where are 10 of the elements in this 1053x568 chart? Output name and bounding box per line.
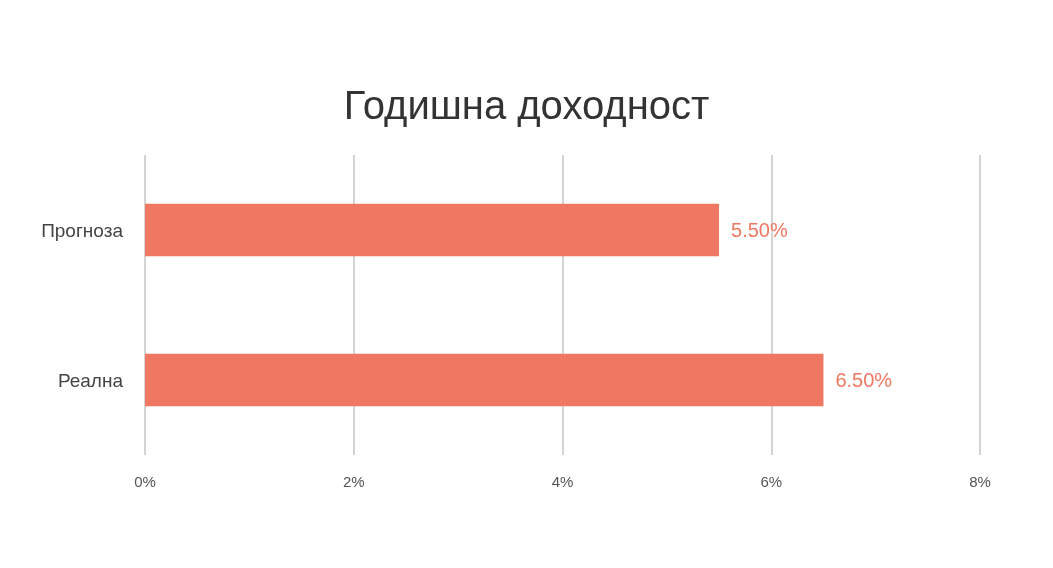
x-tick-label: 0% — [134, 473, 156, 490]
x-tick-label: 8% — [969, 473, 991, 490]
x-tick-label: 6% — [760, 473, 783, 490]
y-tick-label: Реална — [57, 369, 124, 391]
x-tick-label: 2% — [342, 473, 365, 490]
y-tick-label: Прогноза — [41, 219, 124, 241]
data-label: 5.50% — [731, 219, 788, 241]
chart-title: Годишна доходност — [343, 83, 710, 127]
x-tick-label: 4% — [551, 473, 574, 490]
data-label: 6.50% — [835, 369, 893, 391]
